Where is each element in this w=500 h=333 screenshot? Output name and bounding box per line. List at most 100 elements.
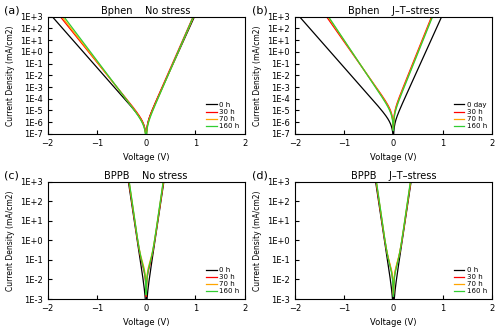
0 h [44, 9, 51, 13]
160 h [164, 75, 170, 79]
70 h [418, 111, 424, 115]
Line: 30 h: 30 h [48, 0, 244, 141]
Text: (c): (c) [4, 170, 20, 181]
70 h [164, 152, 170, 156]
0 h [57, 23, 63, 27]
160 h [390, 129, 396, 133]
70 h [406, 187, 412, 191]
160 h [406, 72, 412, 76]
Title: Bphen    J–T–stress: Bphen J–T–stress [348, 6, 439, 16]
Line: 70 h: 70 h [295, 0, 492, 294]
30 h [170, 113, 176, 117]
0 h [160, 86, 166, 90]
Y-axis label: Current Density (mA/cm2): Current Density (mA/cm2) [253, 190, 262, 291]
0 h [406, 190, 412, 194]
Line: 70 h: 70 h [295, 0, 492, 130]
30 h [406, 70, 412, 74]
Y-axis label: Current Density (mA/cm2): Current Density (mA/cm2) [6, 190, 15, 291]
Line: 70 h: 70 h [48, 0, 244, 143]
Line: 30 h: 30 h [295, 0, 492, 129]
0 h [164, 156, 170, 160]
160 h [170, 109, 176, 113]
70 h [194, 7, 200, 11]
0 h [170, 61, 176, 65]
30 h [418, 113, 424, 117]
Line: 160 h: 160 h [295, 0, 492, 296]
Text: (a): (a) [4, 6, 20, 16]
X-axis label: Voltage (V): Voltage (V) [370, 153, 416, 162]
0 day [406, 86, 412, 90]
30 h [164, 73, 170, 77]
Title: BPPB    No stress: BPPB No stress [104, 171, 188, 181]
30 h [390, 293, 396, 297]
Line: 70 h: 70 h [48, 0, 244, 293]
30 h [170, 60, 176, 64]
160 h [412, 150, 418, 154]
0 day [442, 8, 448, 12]
160 h [412, 59, 418, 63]
30 h [57, 14, 63, 18]
0 day [304, 23, 310, 27]
160 h [164, 150, 170, 154]
30 h [390, 127, 396, 131]
160 h [170, 61, 176, 65]
30 h [194, 5, 200, 9]
Line: 30 h: 30 h [48, 0, 244, 296]
0 day [390, 140, 396, 144]
Title: Bphen    No stress: Bphen No stress [102, 6, 191, 16]
Text: (d): (d) [252, 170, 268, 181]
Y-axis label: Current Density (mA/cm2): Current Density (mA/cm2) [6, 25, 15, 126]
30 h [412, 57, 418, 61]
30 h [143, 139, 149, 143]
0 h [143, 316, 149, 320]
Legend: 0 h, 30 h, 70 h, 160 h: 0 h, 30 h, 70 h, 160 h [205, 266, 241, 296]
X-axis label: Voltage (V): Voltage (V) [123, 318, 170, 327]
30 h [418, 42, 424, 46]
160 h [160, 86, 166, 90]
0 day [292, 9, 298, 13]
30 h [44, 0, 51, 3]
Title: BPPB    J–T–stress: BPPB J–T–stress [350, 171, 436, 181]
Text: (b): (b) [252, 6, 268, 16]
30 h [412, 153, 418, 157]
70 h [170, 111, 176, 115]
70 h [160, 187, 166, 191]
160 h [160, 185, 166, 189]
70 h [170, 61, 176, 65]
160 h [57, 9, 63, 13]
Legend: 0 h, 30 h, 70 h, 160 h: 0 h, 30 h, 70 h, 160 h [205, 101, 241, 131]
70 h [390, 292, 396, 296]
0 h [164, 74, 170, 78]
160 h [143, 293, 149, 297]
70 h [57, 12, 63, 16]
30 h [160, 85, 166, 89]
0 h [194, 8, 200, 12]
0 h [390, 316, 396, 320]
70 h [418, 43, 424, 47]
Line: 0 h: 0 h [48, 0, 244, 318]
70 h [406, 71, 412, 75]
70 h [412, 152, 418, 156]
Y-axis label: Current Density (mA/cm2): Current Density (mA/cm2) [253, 25, 262, 126]
0 day [418, 61, 424, 65]
30 h [160, 188, 166, 192]
30 h [406, 188, 412, 192]
Line: 0 h: 0 h [295, 0, 492, 318]
Legend: 0 h, 30 h, 70 h, 160 h: 0 h, 30 h, 70 h, 160 h [452, 266, 488, 296]
X-axis label: Voltage (V): Voltage (V) [370, 318, 416, 327]
0 h [170, 117, 176, 121]
70 h [164, 74, 170, 78]
X-axis label: Voltage (V): Voltage (V) [123, 153, 170, 162]
70 h [390, 128, 396, 132]
160 h [418, 44, 424, 48]
0 h [143, 140, 149, 144]
160 h [406, 185, 412, 189]
160 h [418, 109, 424, 113]
Legend: 0 day, 30 h, 70 h, 160 h: 0 day, 30 h, 70 h, 160 h [452, 101, 488, 131]
Line: 0 h: 0 h [48, 0, 244, 142]
0 day [412, 74, 418, 78]
160 h [143, 141, 149, 145]
0 h [412, 156, 418, 160]
0 h [160, 190, 166, 194]
0 h [418, 117, 424, 121]
